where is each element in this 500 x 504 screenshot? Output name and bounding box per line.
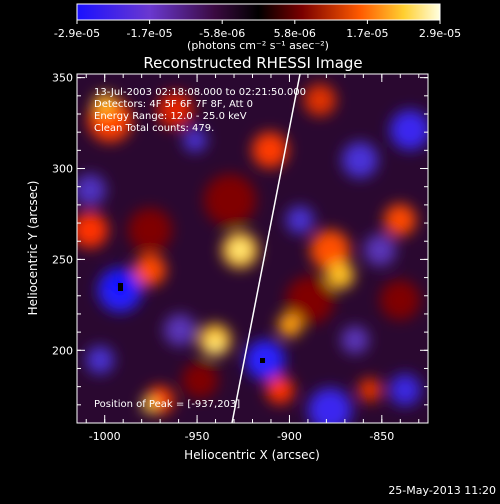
y-axis-label: Heliocentric Y (arcsec) — [26, 181, 40, 316]
x-tick-label: -950 — [185, 430, 210, 443]
info-time-range: 13-Jul-2003 02:18:08.000 to 02:21:50.000 — [94, 87, 306, 98]
colorbar — [76, 3, 441, 21]
colorbar-ticks: -2.9e-05 -1.7e-05 -5.8e-06 5.8e-06 1.7e-05 2.… — [54, 20, 461, 40]
x-tick-label: -850 — [369, 430, 394, 443]
colorbar-tick-label: -2.9e-05 — [54, 27, 100, 40]
colorbar-unit-label: (photons cm⁻² s⁻¹ asec⁻²) — [187, 39, 329, 52]
x-tick-label: -900 — [277, 430, 302, 443]
y-axis-ticks: 200 250 300 350 — [52, 72, 428, 406]
image-title: Reconstructed RHESSI Image — [143, 54, 362, 72]
solar-limb-line — [231, 74, 301, 423]
image-info: 13-Jul-2003 02:18:08.000 to 02:21:50.000… — [94, 87, 306, 410]
x-tick-label: -1000 — [89, 430, 121, 443]
x-axis-label: Heliocentric X (arcsec) — [184, 448, 320, 462]
y-tick-label: 300 — [52, 163, 73, 176]
colorbar-tick-label: 5.8e-06 — [274, 27, 316, 40]
y-tick-label: 350 — [52, 72, 73, 85]
y-tick-label: 200 — [52, 344, 73, 357]
x-axis-ticks: -1000 -950 -900 -850 — [85, 74, 420, 443]
colorbar-tick-label: -5.8e-06 — [199, 27, 245, 40]
rhessi-image — [77, 74, 428, 423]
footer-timestamp: 25-May-2013 11:20 — [388, 484, 496, 497]
colorbar-tick-label: 1.7e-05 — [346, 27, 388, 40]
info-energy-range: Energy Range: 12.0 - 25.0 keV — [94, 111, 247, 122]
peak-position-label: Position of Peak = [-937,203] — [94, 399, 240, 410]
y-tick-label: 250 — [52, 253, 73, 266]
info-detectors: Detectors: 4F 5F 6F 7F 8F, Att 0 — [94, 99, 253, 110]
info-clean-counts: Clean Total counts: 479. — [94, 123, 214, 134]
colorbar-tick-label: 2.9e-05 — [419, 27, 461, 40]
colorbar-tick-label: -1.7e-05 — [126, 27, 172, 40]
